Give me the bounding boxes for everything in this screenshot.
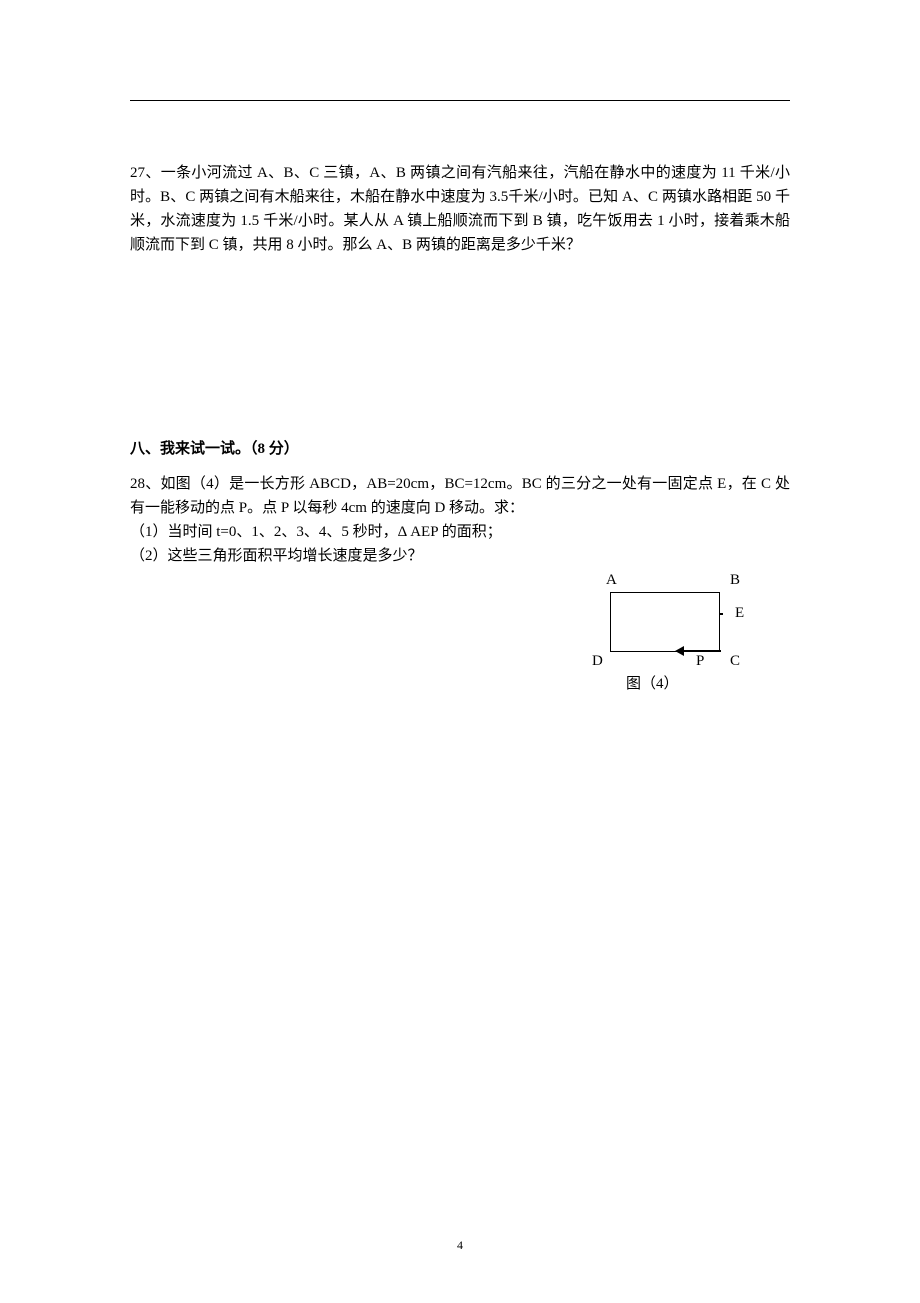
label-b: B xyxy=(730,572,740,589)
page-number: 4 xyxy=(457,1238,463,1253)
section-eight-title: 八、我来试一试。（8 分） xyxy=(130,437,790,458)
figure-caption: 图（4） xyxy=(626,672,679,693)
arrow-head-icon xyxy=(675,646,684,656)
problem-28-line3: （2）这些三角形面积平均增长速度是多少？ xyxy=(130,544,790,568)
horizontal-rule xyxy=(130,100,790,101)
problem-27: 27、一条小河流过 A、B、C 三镇，A、B 两镇之间有汽船来往，汽船在静水中的… xyxy=(130,161,790,257)
problem-28-line2: （1）当时间 t=0、1、2、3、4、5 秒时，Δ AEP 的面积； xyxy=(130,520,790,544)
label-p: P xyxy=(696,653,704,670)
figure-4: A B E D P C 图（4） xyxy=(570,577,770,687)
problem-28-line1: 28、如图（4）是一长方形 ABCD，AB=20cm，BC=12cm。BC 的三… xyxy=(130,472,790,520)
problem-28: 28、如图（4）是一长方形 ABCD，AB=20cm，BC=12cm。BC 的三… xyxy=(130,472,790,568)
point-e-marker xyxy=(719,613,723,615)
problem-27-text: 27、一条小河流过 A、B、C 三镇，A、B 两镇之间有汽船来往，汽船在静水中的… xyxy=(130,161,790,257)
arrow-line xyxy=(679,650,721,652)
rectangle-diagram: A B E D P C 图（4） xyxy=(570,577,770,687)
section-eight: 八、我来试一试。（8 分） xyxy=(130,437,790,458)
label-d: D xyxy=(592,653,603,670)
label-c: C xyxy=(730,653,740,670)
label-e: E xyxy=(735,605,744,622)
label-a: A xyxy=(606,572,617,589)
rectangle-abcd xyxy=(610,592,720,652)
